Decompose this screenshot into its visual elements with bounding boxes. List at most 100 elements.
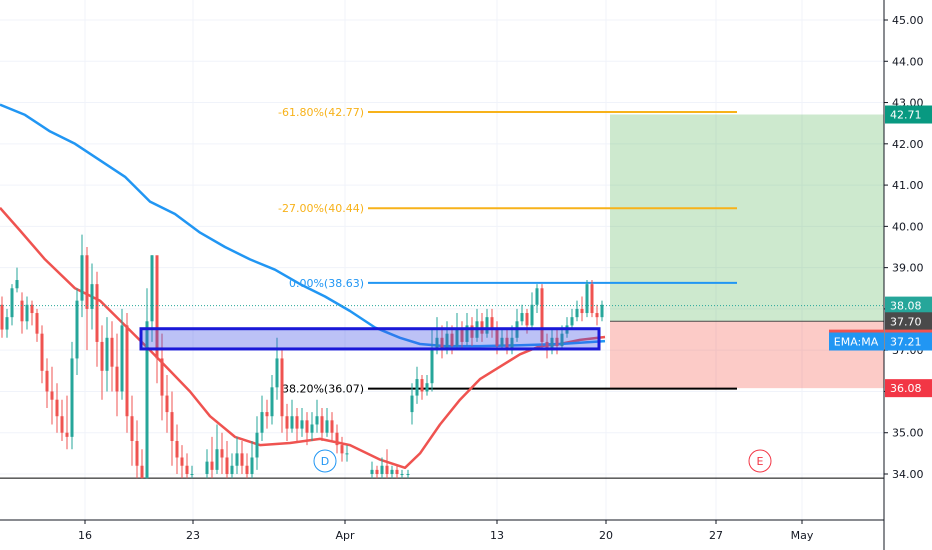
candle-body[interactable] [40, 333, 44, 371]
candle-body[interactable] [430, 350, 434, 384]
candle-body[interactable] [50, 391, 54, 400]
candle-body[interactable] [115, 366, 119, 392]
candle-body[interactable] [406, 474, 410, 475]
candle-body[interactable] [460, 329, 464, 342]
candle-body[interactable] [55, 399, 59, 417]
candle-body[interactable] [80, 255, 84, 301]
event-marker-e[interactable] [748, 449, 772, 473]
candle-body[interactable] [385, 465, 389, 474]
candle-body[interactable] [145, 321, 149, 479]
candle-body[interactable] [150, 255, 154, 322]
candle-body[interactable] [320, 416, 324, 433]
candle-body[interactable] [135, 440, 139, 466]
candle-body[interactable] [110, 337, 114, 367]
candle-body[interactable] [530, 304, 534, 326]
candle-body[interactable] [500, 337, 504, 347]
candle-body[interactable] [495, 329, 499, 347]
candle-body[interactable] [65, 432, 69, 437]
candle-body[interactable] [30, 304, 34, 314]
candle-body[interactable] [305, 420, 309, 433]
ema-ma-line[interactable] [0, 206, 606, 470]
candle-body[interactable] [215, 449, 219, 470]
candle-body[interactable] [140, 465, 144, 479]
time-axis[interactable] [0, 520, 884, 550]
candle-body[interactable] [485, 317, 489, 334]
candle-body[interactable] [35, 313, 39, 334]
candle-body[interactable] [555, 337, 559, 347]
candle-body[interactable] [420, 379, 424, 392]
candle-body[interactable] [340, 445, 344, 454]
candle-body[interactable] [490, 317, 494, 330]
candle-body[interactable] [335, 432, 339, 446]
candle-body[interactable] [180, 457, 184, 466]
candle-body[interactable] [315, 416, 319, 425]
candle-body[interactable] [300, 420, 304, 429]
candle-body[interactable] [285, 416, 289, 429]
candle-body[interactable] [190, 474, 194, 475]
candle-body[interactable] [435, 337, 439, 351]
candle-body[interactable] [100, 341, 104, 371]
candle-body[interactable] [225, 457, 229, 474]
candle-body[interactable] [185, 465, 189, 474]
candle-body[interactable] [265, 412, 269, 417]
candle-body[interactable] [330, 420, 334, 433]
candle-body[interactable] [175, 440, 179, 458]
candle-body[interactable] [550, 337, 554, 351]
candle-body[interactable] [270, 387, 274, 417]
candle-body[interactable] [255, 432, 259, 458]
position-profit-zone[interactable] [610, 114, 884, 322]
candle-body[interactable] [465, 325, 469, 342]
candle-body[interactable] [155, 255, 159, 359]
candle-body[interactable] [540, 288, 544, 342]
candle-body[interactable] [105, 337, 109, 371]
candle-body[interactable] [235, 453, 239, 466]
candle-body[interactable] [560, 333, 564, 347]
candle-body[interactable] [345, 453, 349, 455]
candle-body[interactable] [455, 329, 459, 347]
candle-body[interactable] [5, 317, 9, 330]
rectangle-zone[interactable] [139, 327, 601, 351]
candle-body[interactable] [210, 461, 214, 470]
candle-body[interactable] [440, 337, 444, 351]
candle-body[interactable] [425, 383, 429, 392]
candle-body[interactable] [525, 313, 529, 326]
candle-body[interactable] [60, 416, 64, 433]
candle-body[interactable] [230, 465, 234, 474]
candle-body[interactable] [535, 288, 539, 305]
candle-body[interactable] [445, 333, 449, 351]
candle-body[interactable] [125, 325, 129, 417]
candle-body[interactable] [85, 255, 89, 309]
candle-body[interactable] [510, 337, 514, 351]
candle-body[interactable] [390, 469, 394, 474]
candle-body[interactable] [165, 395, 169, 413]
candle-body[interactable] [400, 474, 404, 475]
candle-body[interactable] [0, 304, 4, 330]
candle-body[interactable] [505, 337, 509, 351]
candle-body[interactable] [600, 304, 604, 318]
candle-body[interactable] [295, 416, 299, 429]
candle-body[interactable] [245, 465, 249, 474]
candle-body[interactable] [370, 469, 374, 474]
candle-body[interactable] [290, 416, 294, 429]
candle-body[interactable] [375, 469, 379, 474]
candle-body[interactable] [450, 333, 454, 347]
candle-body[interactable] [70, 358, 74, 437]
candle-body[interactable] [415, 379, 419, 396]
candle-body[interactable] [275, 358, 279, 388]
candle-body[interactable] [580, 308, 584, 314]
candle-body[interactable] [380, 465, 384, 474]
candle-body[interactable] [10, 288, 14, 318]
candle-body[interactable] [130, 416, 134, 441]
candle-body[interactable] [470, 325, 474, 338]
candle-body[interactable] [25, 304, 29, 322]
candle-body[interactable] [545, 341, 549, 351]
candle-body[interactable] [520, 313, 524, 322]
candle-body[interactable] [240, 453, 244, 466]
candle-body[interactable] [75, 300, 79, 359]
candle-body[interactable] [395, 469, 399, 474]
price-axis[interactable] [884, 0, 932, 550]
candle-body[interactable] [310, 424, 314, 433]
candle-body[interactable] [160, 358, 164, 396]
candle-body[interactable] [410, 395, 414, 413]
